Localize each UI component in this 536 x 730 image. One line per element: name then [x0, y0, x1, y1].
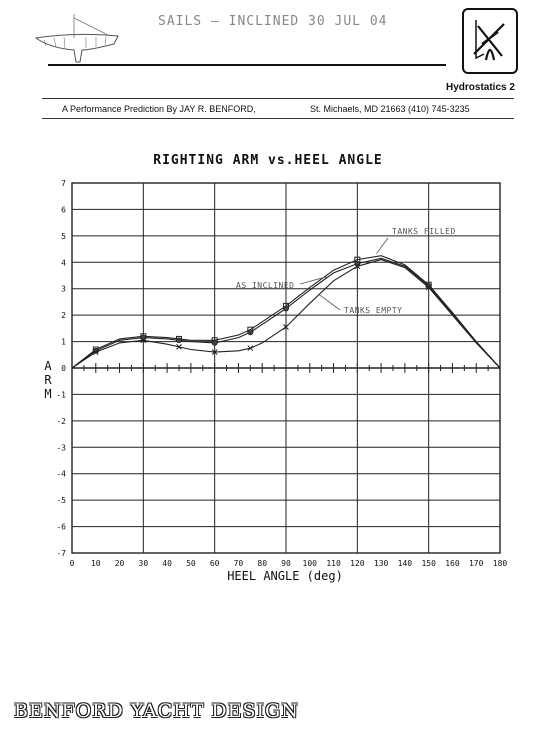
y-tick-label: -1 — [56, 390, 66, 399]
x-tick-label: 170 — [469, 559, 484, 568]
footer-brand: BENFORD YACHT DESIGN — [14, 700, 299, 722]
y-tick-label: 1 — [61, 338, 66, 347]
x-tick-label: 70 — [234, 559, 244, 568]
y-tick-label: 5 — [61, 232, 66, 241]
y-tick-label: 3 — [61, 285, 66, 294]
annotation-leader — [376, 237, 389, 254]
x-tick-label: 180 — [493, 559, 508, 568]
hull-profile-sketch — [34, 14, 119, 63]
x-tick-label: 0 — [70, 559, 75, 568]
y-tick-label: 0 — [61, 364, 66, 373]
series-annotation: TANKS FILLED — [392, 227, 456, 236]
data-point — [425, 284, 432, 291]
x-tick-label: 30 — [139, 559, 149, 568]
series-annotation: TANKS EMPTY — [344, 306, 402, 315]
data-point — [283, 324, 289, 330]
x-tick-labels: 0 10 20 30 40 50 60 70 80 90 100 110 120 130 140 150 160… — [70, 559, 508, 568]
chart-grid — [71, 182, 501, 554]
data-point — [92, 349, 99, 355]
x-tick-label: 10 — [91, 559, 101, 568]
data-point — [211, 349, 218, 355]
data-point — [247, 329, 254, 336]
y-tick-label: 2 — [61, 311, 66, 320]
x-tick-label: 90 — [281, 559, 291, 568]
series-line-0 — [71, 255, 501, 369]
data-point — [140, 337, 147, 344]
chart-series — [71, 255, 501, 369]
annotation-leader — [319, 294, 341, 311]
y-tick-label: -4 — [56, 470, 66, 479]
x-tick-label: 150 — [421, 559, 436, 568]
y-tick-label: 6 — [61, 205, 66, 214]
logo-icon — [473, 20, 505, 61]
x-tick-label: 60 — [210, 559, 220, 568]
sheet-title: Hydrostatics 2 — [446, 82, 515, 93]
x-axis-label: HEEL ANGLE (deg) — [227, 569, 343, 583]
chart-title: RIGHTING ARM vs.HEEL ANGLE — [153, 153, 383, 168]
credit-rule-top — [42, 98, 514, 99]
data-point — [176, 337, 182, 344]
x-tick-label: 120 — [350, 559, 365, 568]
annotation-leader — [299, 276, 327, 285]
credit-rule-bottom — [42, 118, 514, 119]
header-rule — [48, 64, 446, 66]
series-line-2 — [71, 259, 501, 369]
data-point — [176, 344, 182, 350]
series-annotation: AS INCLINED — [236, 281, 294, 290]
credit-address: St. Michaels, MD 21663 (410) 745-3235 — [310, 104, 470, 114]
data-point — [247, 345, 254, 352]
y-tick-label: -7 — [56, 549, 66, 558]
x-tick-label: 160 — [445, 559, 460, 568]
y-tick-label: -6 — [56, 523, 66, 532]
y-tick-labels: 7 6 5 4 3 2 1 0 -1 -2 -3 -4 -5 -6 -7 — [56, 179, 66, 558]
x-tick-label: 130 — [374, 559, 389, 568]
x-tick-label: 20 — [115, 559, 125, 568]
y-tick-label: -3 — [56, 443, 66, 452]
data-point — [354, 263, 361, 270]
y-tick-label: 7 — [61, 179, 66, 188]
x-tick-label: 50 — [186, 559, 196, 568]
data-point — [211, 339, 218, 346]
x-tick-label: 40 — [162, 559, 172, 568]
benford-logo — [462, 8, 518, 74]
y-tick-label: 4 — [61, 258, 66, 267]
data-point — [140, 334, 147, 341]
handwritten-note: SAILS — INCLINED 30 JUL 04 — [158, 14, 388, 29]
credit-designer: A Performance Prediction By JAY R. BENFO… — [62, 104, 256, 114]
data-point — [425, 283, 432, 289]
y-tick-label: -2 — [56, 417, 66, 426]
x-tick-label: 140 — [398, 559, 413, 568]
y-tick-label: -5 — [56, 496, 66, 505]
chart-annotations: TANKS FILLED AS INCLINED TANKS EMPTY — [236, 227, 456, 315]
x-tick-label: 100 — [303, 559, 318, 568]
x-tick-label: 80 — [257, 559, 267, 568]
data-point — [283, 305, 289, 312]
series-line-1 — [71, 257, 501, 369]
x-tick-label: 110 — [326, 559, 341, 568]
